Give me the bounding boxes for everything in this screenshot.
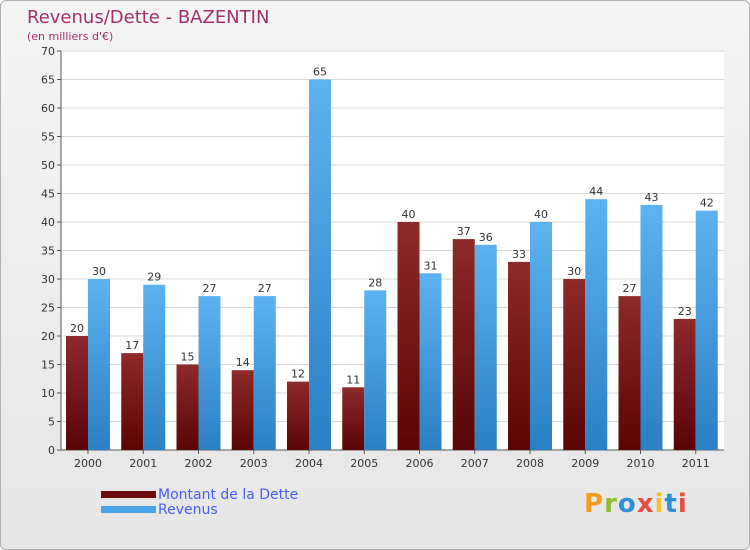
logo-letter: t <box>664 489 678 519</box>
data-label-revenue-2007: 36 <box>479 231 493 244</box>
y-tick-label: 50 <box>41 159 55 172</box>
x-tick-label: 2010 <box>627 457 655 470</box>
data-label-debt-2002: 15 <box>181 351 195 364</box>
data-label-revenue-2004: 65 <box>313 66 327 79</box>
data-label-revenue-2006: 31 <box>424 259 438 272</box>
data-label-debt-2010: 27 <box>623 282 637 295</box>
y-tick-label: 65 <box>41 74 55 87</box>
legend-item-revenue: Revenus <box>101 501 298 518</box>
legend-swatch-debt <box>101 491 156 498</box>
bar-debt-2008 <box>508 261 530 450</box>
x-tick-label: 2008 <box>516 457 544 470</box>
bar-debt-2006 <box>397 222 420 450</box>
data-label-debt-2003: 14 <box>236 356 250 369</box>
data-label-revenue-2009: 44 <box>589 185 603 198</box>
x-tick-label: 2000 <box>74 457 102 470</box>
x-tick-label: 2009 <box>571 457 599 470</box>
x-tick-label: 2001 <box>129 457 157 470</box>
x-tick-label: 2002 <box>185 457 213 470</box>
y-tick-label: 55 <box>41 131 55 144</box>
data-label-debt-2007: 37 <box>457 225 471 238</box>
bar-revenue-2000 <box>88 279 110 450</box>
y-tick-label: 25 <box>41 302 55 315</box>
y-tick-label: 0 <box>48 444 55 457</box>
logo-letter: P <box>584 489 605 519</box>
y-tick-label: 5 <box>48 416 55 429</box>
logo-letter: r <box>604 489 618 519</box>
data-label-revenue-2010: 43 <box>645 191 659 204</box>
data-label-revenue-2000: 30 <box>92 265 106 278</box>
x-tick-label: 2005 <box>350 457 378 470</box>
bar-debt-2002 <box>176 364 199 450</box>
bar-revenue-2005 <box>364 290 387 450</box>
data-label-revenue-2008: 40 <box>534 208 548 221</box>
legend-swatch-revenue <box>101 506 156 513</box>
y-tick-label: 60 <box>41 102 55 115</box>
y-tick-label: 40 <box>41 216 55 229</box>
y-tick-label: 15 <box>41 359 55 372</box>
bar-debt-2004 <box>287 381 309 450</box>
logo-letter: o <box>617 489 637 519</box>
data-label-debt-2009: 30 <box>567 265 581 278</box>
data-label-revenue-2002: 27 <box>203 282 217 295</box>
data-label-revenue-2001: 29 <box>147 271 161 284</box>
y-tick-label: 45 <box>41 188 55 201</box>
proxiti-logo: Proxiti <box>584 489 688 519</box>
data-label-debt-2011: 23 <box>678 305 692 318</box>
bar-revenue-2010 <box>640 204 663 450</box>
data-label-revenue-2005: 28 <box>368 276 382 289</box>
data-label-revenue-2011: 42 <box>700 197 714 210</box>
bar-debt-2011 <box>673 318 696 450</box>
chart-title: Revenus/Dette - BAZENTIN <box>27 7 270 28</box>
bar-revenue-2008 <box>530 222 552 450</box>
y-tick-label: 35 <box>41 245 55 258</box>
bar-revenue-2004 <box>309 79 331 450</box>
logo-letter: i <box>677 489 688 519</box>
bar-revenue-2011 <box>695 210 718 450</box>
bar-debt-2009 <box>563 279 586 450</box>
data-label-debt-2006: 40 <box>402 208 416 221</box>
legend-item-debt: Montant de la Dette <box>101 486 299 503</box>
y-tick-label: 20 <box>41 330 55 343</box>
logo-letter: x <box>636 489 655 519</box>
y-tick-label: 30 <box>41 273 55 286</box>
data-label-debt-2004: 12 <box>291 368 305 381</box>
bar-revenue-2001 <box>143 284 166 450</box>
x-tick-label: 2011 <box>682 457 710 470</box>
chart-subtitle: (en milliers d'€) <box>27 30 114 43</box>
x-tick-label: 2007 <box>461 457 489 470</box>
y-tick-label: 10 <box>41 387 55 400</box>
bar-revenue-2006 <box>419 273 442 450</box>
data-label-debt-2005: 11 <box>346 373 360 386</box>
bar-revenue-2002 <box>198 296 221 450</box>
bar-debt-2010 <box>618 296 641 450</box>
data-label-debt-2001: 17 <box>125 339 139 352</box>
y-tick-label: 70 <box>41 45 55 58</box>
legend-label-revenue: Revenus <box>158 501 218 518</box>
bar-revenue-2007 <box>474 244 497 450</box>
bar-debt-2003 <box>231 370 254 450</box>
data-label-debt-2008: 33 <box>512 248 526 261</box>
x-tick-label: 2003 <box>240 457 268 470</box>
data-label-revenue-2003: 27 <box>258 282 272 295</box>
bar-revenue-2009 <box>585 199 608 450</box>
data-label-debt-2000: 20 <box>70 322 84 335</box>
bar-debt-2001 <box>121 353 144 450</box>
bar-debt-2007 <box>452 239 475 450</box>
bar-debt-2005 <box>342 387 365 450</box>
logo-letter: i <box>654 489 665 519</box>
x-tick-label: 2004 <box>295 457 323 470</box>
legend-label-debt: Montant de la Dette <box>158 486 299 503</box>
x-tick-label: 2006 <box>406 457 434 470</box>
bar-debt-2000 <box>66 336 88 450</box>
legend: Montant de la Dette Revenus <box>101 486 299 518</box>
bar-revenue-2003 <box>253 296 276 450</box>
